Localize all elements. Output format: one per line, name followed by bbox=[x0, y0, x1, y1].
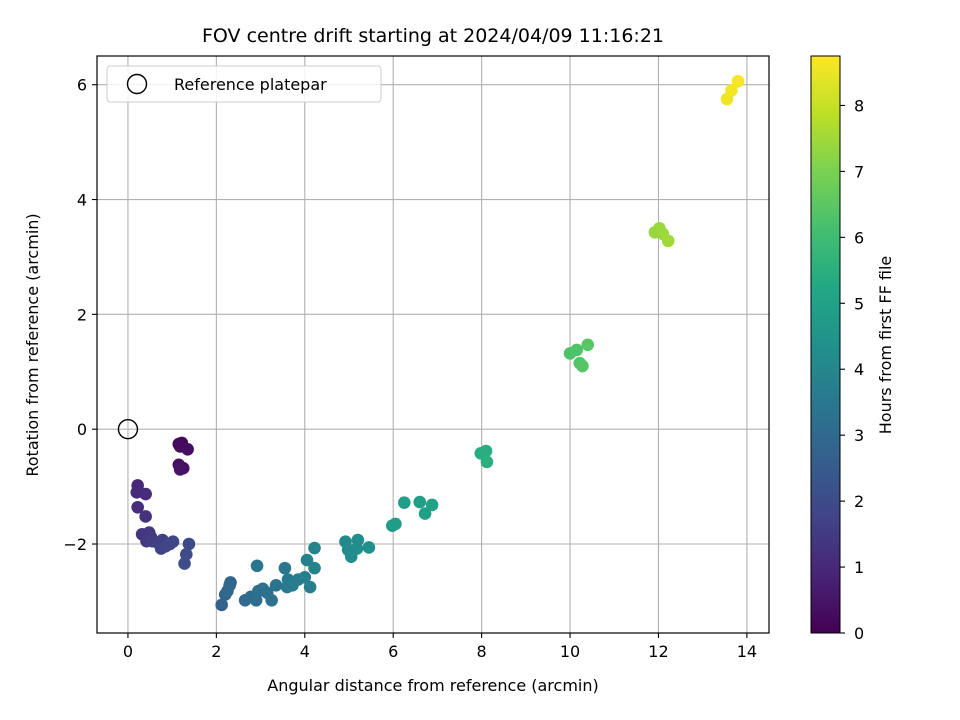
colorbar-tick-label: 4 bbox=[854, 360, 864, 379]
data-point bbox=[661, 234, 675, 248]
legend-label: Reference platepar bbox=[174, 75, 327, 94]
data-point bbox=[303, 580, 317, 594]
data-point bbox=[182, 537, 196, 551]
x-tick-label: 14 bbox=[737, 642, 757, 661]
data-point bbox=[300, 553, 314, 567]
data-point bbox=[278, 561, 292, 575]
colorbar-tick-label: 1 bbox=[854, 558, 864, 577]
colorbar-label: Hours from first FF file bbox=[876, 256, 895, 435]
data-point bbox=[479, 444, 493, 458]
x-tick-label: 8 bbox=[477, 642, 487, 661]
data-point bbox=[139, 487, 152, 501]
chart-title: FOV centre drift starting at 2024/04/09 … bbox=[202, 25, 664, 47]
data-point bbox=[570, 343, 583, 357]
data-point bbox=[576, 359, 589, 373]
plot-frame bbox=[96, 55, 770, 634]
reference-point-marker bbox=[117, 418, 139, 440]
legend-marker-icon bbox=[126, 73, 148, 95]
data-point bbox=[308, 561, 321, 575]
x-axis-label: Angular distance from reference (arcmin) bbox=[267, 676, 598, 695]
data-point bbox=[725, 84, 738, 97]
colorbar-gradient bbox=[810, 55, 841, 634]
data-point bbox=[731, 74, 745, 88]
y-tick-label: 2 bbox=[77, 305, 87, 324]
data-point bbox=[350, 542, 364, 555]
data-point bbox=[166, 535, 180, 549]
y-tick-label: 6 bbox=[77, 76, 87, 95]
data-point bbox=[139, 510, 152, 523]
data-point bbox=[215, 598, 228, 612]
data-point bbox=[269, 579, 283, 592]
grid bbox=[97, 56, 769, 633]
scatter-points bbox=[117, 74, 745, 612]
data-point bbox=[480, 455, 494, 469]
x-tick-label: 10 bbox=[560, 642, 580, 661]
colorbar-tick-label: 6 bbox=[854, 228, 864, 247]
y-tick-label: −2 bbox=[63, 535, 87, 554]
data-point bbox=[221, 584, 234, 598]
colorbar-tick-label: 3 bbox=[854, 426, 864, 445]
x-tick-label: 4 bbox=[300, 642, 310, 661]
data-point bbox=[308, 541, 321, 555]
x-tick-label: 6 bbox=[388, 642, 398, 661]
colorbar-tick-label: 2 bbox=[854, 492, 864, 511]
x-tick-label: 0 bbox=[123, 642, 133, 661]
legend-box bbox=[106, 65, 382, 103]
data-point bbox=[389, 517, 402, 531]
data-point bbox=[298, 571, 312, 584]
y-tick-label: 4 bbox=[77, 191, 87, 210]
data-point bbox=[250, 559, 264, 573]
axis-ticks: 0 2 4 6 8 10 12 14 −2 0 2 4 6 bbox=[63, 76, 757, 661]
colorbar-tick-label: 7 bbox=[854, 162, 864, 181]
data-point bbox=[131, 500, 144, 514]
x-tick-label: 12 bbox=[648, 642, 668, 661]
x-tick-label: 2 bbox=[211, 642, 221, 661]
data-point bbox=[178, 557, 191, 570]
data-point bbox=[413, 495, 427, 509]
data-point bbox=[173, 463, 187, 476]
colorbar-tick-label: 8 bbox=[854, 96, 864, 115]
data-point bbox=[362, 541, 376, 554]
colorbar-tick-label: 0 bbox=[854, 624, 864, 643]
colorbar-tick-label: 5 bbox=[854, 294, 864, 313]
legend: Reference platepar bbox=[106, 65, 382, 103]
data-point bbox=[397, 496, 411, 509]
data-point bbox=[425, 498, 439, 512]
colorbar-ticks: 0 1 2 3 4 5 6 7 8 bbox=[840, 96, 864, 643]
data-point bbox=[581, 338, 595, 352]
y-axis-label: Rotation from reference (arcmin) bbox=[23, 213, 42, 476]
colorbar: 0 1 2 3 4 5 6 7 8 Hours from first FF file bbox=[810, 55, 895, 643]
data-point bbox=[418, 507, 432, 520]
data-point bbox=[265, 593, 278, 607]
data-point bbox=[181, 442, 194, 456]
y-tick-label: 0 bbox=[77, 420, 87, 439]
